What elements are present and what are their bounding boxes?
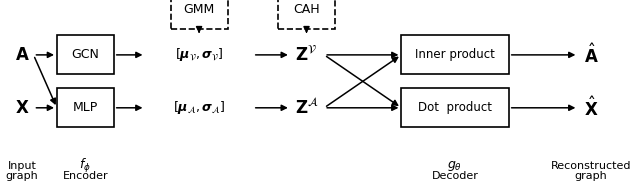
Text: $[\boldsymbol{\mu}_\mathcal{V}, \boldsymbol{\sigma}_\mathcal{V}]$: $[\boldsymbol{\mu}_\mathcal{V}, \boldsym…: [175, 46, 223, 63]
FancyBboxPatch shape: [57, 35, 114, 74]
FancyBboxPatch shape: [171, 0, 227, 29]
Text: CAH: CAH: [293, 3, 320, 16]
Text: $\mathbf{X}$: $\mathbf{X}$: [15, 99, 29, 117]
Text: Input: Input: [8, 161, 36, 171]
Text: graph: graph: [575, 171, 607, 181]
Text: MLP: MLP: [73, 101, 98, 114]
FancyBboxPatch shape: [401, 35, 509, 74]
Text: $\mathbf{A}$: $\mathbf{A}$: [15, 46, 29, 64]
Text: $\hat{\mathbf{A}}$: $\hat{\mathbf{A}}$: [584, 43, 598, 67]
Text: $[\boldsymbol{\mu}_\mathcal{A}, \boldsymbol{\sigma}_\mathcal{A}]$: $[\boldsymbol{\mu}_\mathcal{A}, \boldsym…: [173, 99, 225, 116]
Text: Dot  product: Dot product: [418, 101, 492, 114]
Text: Encoder: Encoder: [63, 171, 108, 181]
Text: $\mathbf{Z}^\mathcal{A}$: $\mathbf{Z}^\mathcal{A}$: [294, 98, 318, 118]
Text: graph: graph: [6, 171, 38, 181]
FancyBboxPatch shape: [57, 88, 114, 127]
Text: $f_\phi$: $f_\phi$: [79, 157, 92, 175]
Text: Inner product: Inner product: [415, 48, 495, 61]
Text: GMM: GMM: [184, 3, 214, 16]
Text: Reconstructed: Reconstructed: [550, 161, 631, 171]
Text: Decoder: Decoder: [431, 171, 479, 181]
FancyBboxPatch shape: [401, 88, 509, 127]
Text: GCN: GCN: [72, 48, 99, 61]
FancyBboxPatch shape: [278, 0, 335, 29]
Text: $g_\theta$: $g_\theta$: [447, 159, 463, 173]
Text: $\hat{\mathbf{X}}$: $\hat{\mathbf{X}}$: [584, 96, 598, 120]
Text: $\mathbf{Z}^\mathcal{V}$: $\mathbf{Z}^\mathcal{V}$: [296, 45, 317, 64]
